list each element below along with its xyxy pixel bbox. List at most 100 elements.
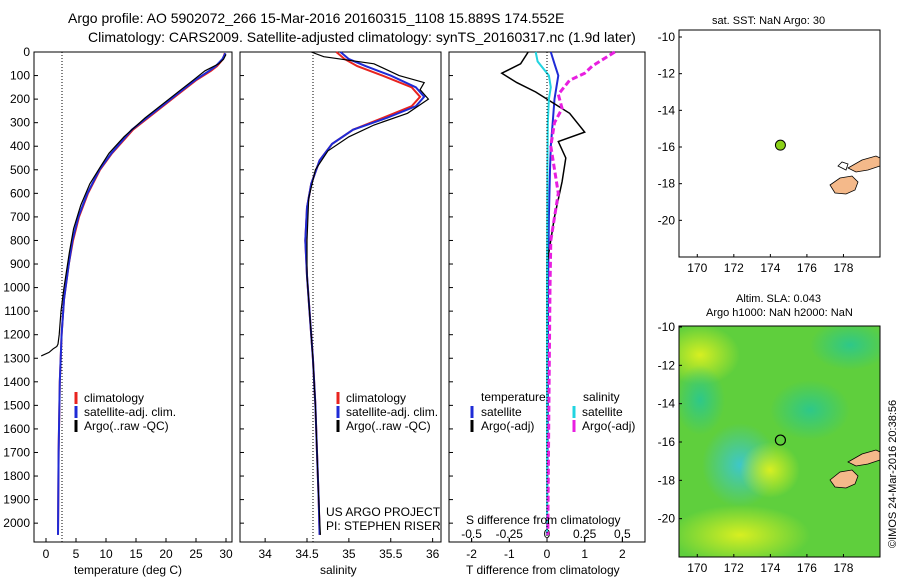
map-y-tick-label: -18 — [658, 177, 676, 191]
map-x-tick-label: 178 — [833, 561, 853, 575]
map-x-tick-label: 172 — [724, 561, 744, 575]
sla-map-axes: 170 172 174 176 178 -10 -12 -14 -16 -18 -20 — [658, 320, 854, 575]
depth-tick-label: 300 — [10, 116, 30, 130]
series-line — [57, 52, 226, 535]
depth-tick-label: 900 — [10, 257, 30, 271]
map-x-tick-label: 174 — [760, 561, 780, 575]
depth-tick-label: 1000 — [3, 281, 30, 295]
x-tick-label: 0 — [43, 547, 50, 561]
depth-tick-label: 1500 — [3, 398, 30, 412]
salinity-legend: climatology satellite-adj. clim. Argo(..… — [336, 391, 438, 433]
footer-credit: ©IMOS 24-Mar-2016 20:38:56 — [887, 400, 899, 548]
map-y-tick-label: -16 — [658, 140, 676, 154]
depth-tick-label: 1400 — [3, 375, 30, 389]
salinity-axis: 34 34.5 35 35.5 36 — [258, 538, 440, 561]
map-x-tick-label: 178 — [833, 261, 853, 275]
sla-map-title2: Argo h1000: NaN h2000: NaN — [706, 307, 853, 319]
temperature-legend: climatology satellite-adj. clim. Argo(..… — [74, 391, 176, 433]
sla-high-anomaly-1 — [740, 442, 800, 498]
x-tick-label: 30 — [219, 547, 233, 561]
header-line1: Argo profile: AO 5902072_266 15-Mar-2016… — [68, 10, 564, 26]
sst-map-coastline — [829, 155, 881, 195]
series-line — [57, 52, 227, 535]
header-line2: Climatology: CARS2009. Satellite-adjuste… — [88, 29, 636, 45]
temperature-axis: 0 5 10 15 20 25 30 — [43, 538, 233, 561]
sst-map-axes: 170 172 174 176 178 -10 -12 -14 -16 -18 -20 — [658, 30, 854, 275]
project-label: US ARGO PROJECT — [326, 505, 441, 519]
depth-tick-label: 0 — [23, 45, 30, 59]
diff-legend-s-sat-label: satellite — [582, 405, 623, 419]
diff-legend-t-argo-label: Argo(-adj) — [481, 419, 534, 433]
x-tick-label: 0 — [544, 547, 551, 561]
depth-tick-label: 1800 — [3, 469, 30, 483]
map-x-tick-label: 174 — [760, 261, 780, 275]
x-tick-label: 35 — [342, 547, 356, 561]
map-x-tick-label: 172 — [724, 261, 744, 275]
sla-mid-anomaly-1 — [810, 326, 880, 370]
t-difference-label: T difference from climatology — [466, 563, 620, 577]
sst-reef-outline — [837, 161, 849, 171]
x-tick-label: -1 — [504, 547, 515, 561]
sst-map-title: sat. SST: NaN Argo: 30 — [712, 15, 825, 27]
depth-tick-label: 200 — [10, 92, 30, 106]
map-x-tick-label: 176 — [797, 261, 817, 275]
sal-legend-argo-label: Argo(..raw -QC) — [346, 419, 431, 433]
map-y-tick-label: -10 — [658, 30, 676, 44]
depth-tick-label: 600 — [10, 186, 30, 200]
depth-tick-label: 1600 — [3, 422, 30, 436]
x-tick-label: -0.5 — [461, 527, 482, 541]
legend-argo-label: Argo(..raw -QC) — [84, 419, 169, 433]
map-y-tick-label: -16 — [658, 435, 676, 449]
salinity-frame — [239, 51, 442, 543]
depth-tick-label: 2000 — [3, 516, 30, 530]
series-line — [306, 51, 430, 535]
map-y-tick-label: -10 — [658, 320, 676, 334]
difference-legend: temperature salinity satellite Argo(-adj… — [470, 390, 635, 433]
series-line — [40, 54, 227, 357]
map-y-tick-label: -18 — [658, 473, 676, 487]
depth-axis: 0 100 200 300 400 500 600 700 800 900 1000 1100 1200… — [3, 45, 453, 530]
map-y-tick-label: -14 — [658, 397, 676, 411]
series-line — [546, 50, 616, 535]
x-tick-label: 20 — [159, 547, 173, 561]
depth-tick-label: 1300 — [3, 351, 30, 365]
x-tick-label: 1 — [581, 547, 588, 561]
map-x-tick-label: 170 — [687, 261, 707, 275]
series-line — [546, 51, 560, 535]
depth-tick-label: 700 — [10, 210, 30, 224]
x-tick-label: 0.25 — [573, 527, 597, 541]
map-y-tick-label: -20 — [658, 512, 676, 526]
sla-map-title1: Altim. SLA: 0.043 — [736, 293, 821, 305]
sal-legend-climatology-label: climatology — [346, 391, 406, 405]
x-tick-label: 10 — [99, 547, 113, 561]
series-line — [304, 51, 422, 535]
x-tick-label: 34.5 — [295, 547, 319, 561]
sal-legend-satellite-label: satellite-adj. clim. — [346, 405, 438, 419]
sst-map-panel: sat. SST: NaN Argo: 30 170 172 174 176 178 -1… — [658, 15, 881, 275]
depth-tick-label: 1900 — [3, 493, 30, 507]
series-line — [500, 51, 586, 335]
salinity-xlabel: salinity — [320, 563, 357, 577]
x-tick-label: 5 — [73, 547, 80, 561]
depth-tick-label: 1200 — [3, 328, 30, 342]
diff-legend-t-sat-label: satellite — [481, 405, 522, 419]
x-tick-label: 36 — [426, 547, 440, 561]
legend-salinity-title: salinity — [583, 390, 620, 404]
sla-argo-marker — [774, 434, 787, 446]
sla-island-vanua-levu — [847, 449, 880, 467]
sla-heatmap — [679, 326, 880, 557]
depth-tick-label: 400 — [10, 139, 30, 153]
depth-tick-label: 500 — [10, 163, 30, 177]
legend-satellite-label: satellite-adj. clim. — [84, 405, 176, 419]
temperature-panel: 0100200300400500600700800900100011001200… — [3, 45, 453, 577]
sst-island-vanua-levu — [847, 155, 881, 173]
temperature-xlabel: temperature (deg C) — [74, 563, 182, 577]
sst-island-viti-levu — [829, 175, 859, 195]
map-x-tick-label: 170 — [687, 561, 707, 575]
map-x-tick-label: 176 — [797, 561, 817, 575]
x-tick-label: -0.25 — [496, 527, 524, 541]
depth-tick-label: 800 — [10, 233, 30, 247]
x-tick-label: -2 — [466, 547, 477, 561]
x-tick-label: 0.5 — [614, 527, 631, 541]
